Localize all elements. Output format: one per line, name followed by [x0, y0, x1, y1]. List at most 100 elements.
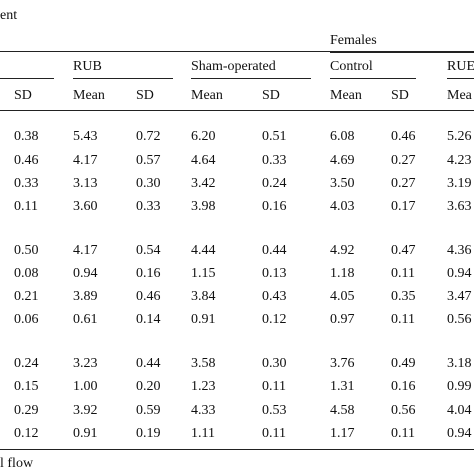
table-cell: 0.56 — [447, 312, 472, 327]
table-cell: 0.11 — [391, 266, 415, 281]
table-cell: 0.16 — [262, 199, 287, 214]
table-cell: 0.06 — [14, 312, 39, 327]
table-cell: 0.20 — [136, 379, 161, 394]
table-cell: 0.38 — [14, 129, 39, 144]
sham-underline — [191, 78, 311, 79]
table-cell: 0.17 — [391, 199, 416, 214]
table-cell: 4.03 — [330, 199, 355, 214]
column-header: SD — [136, 88, 154, 103]
sham-operated-header: Sham-operated — [191, 59, 276, 74]
table-cell: 1.17 — [330, 426, 355, 441]
table-cell: 3.84 — [191, 289, 216, 304]
table-cell: 0.30 — [136, 176, 161, 191]
table-cell: 0.43 — [262, 289, 287, 304]
table-cell: 3.63 — [447, 199, 472, 214]
table-cell: 0.56 — [391, 403, 416, 418]
table-cell: 3.92 — [73, 403, 98, 418]
table-cell: 0.21 — [14, 289, 39, 304]
table-cell: 0.46 — [391, 129, 416, 144]
table-cell: 0.29 — [14, 403, 39, 418]
table-cell: 0.16 — [391, 379, 416, 394]
table-cell: 0.24 — [262, 176, 287, 191]
table-cell: 0.12 — [262, 312, 287, 327]
table-cell: 0.57 — [136, 153, 161, 168]
column-header: Mean — [330, 88, 362, 103]
table-cell: 0.35 — [391, 289, 416, 304]
table-cell: 1.23 — [191, 379, 216, 394]
table-cell: 0.13 — [262, 266, 287, 281]
table-cell: 0.15 — [14, 379, 39, 394]
table-cell: 0.27 — [391, 153, 416, 168]
table-cell: 0.33 — [136, 199, 161, 214]
top-rule — [0, 51, 474, 52]
table-cell: 0.94 — [447, 426, 472, 441]
females-group-header: Females — [330, 33, 377, 48]
females-underline — [330, 52, 474, 53]
column-header: Mea — [447, 88, 472, 103]
table-cell: 0.50 — [14, 243, 39, 258]
table-cell: 3.23 — [73, 356, 98, 371]
table-cell: 0.14 — [136, 312, 161, 327]
table-cell: 4.64 — [191, 153, 216, 168]
control-underline — [330, 78, 416, 79]
table-cell: 0.59 — [136, 403, 161, 418]
column-header: SD — [14, 88, 32, 103]
table-cell: 1.18 — [330, 266, 355, 281]
table-cell: 0.44 — [136, 356, 161, 371]
table-cell: 0.46 — [14, 153, 39, 168]
table-cell: 3.13 — [73, 176, 98, 191]
table-cell: 3.76 — [330, 356, 355, 371]
table-cell: 0.91 — [73, 426, 98, 441]
column-header: Mean — [73, 88, 105, 103]
table-cell: 0.94 — [73, 266, 98, 281]
table-cell: 0.08 — [14, 266, 39, 281]
footnote-fragment: l flow — [0, 456, 34, 471]
table-cell: 4.36 — [447, 243, 472, 258]
table-cell: 0.33 — [262, 153, 287, 168]
table-cell: 0.11 — [262, 426, 286, 441]
table-cell: 1.31 — [330, 379, 355, 394]
table-cell: 4.17 — [73, 153, 98, 168]
rub-right-underline — [447, 78, 474, 79]
table-cell: 0.11 — [391, 312, 415, 327]
table-cell: 4.92 — [330, 243, 355, 258]
bottom-rule — [0, 449, 474, 450]
left-underline — [0, 78, 54, 79]
table-cell: 0.91 — [191, 312, 216, 327]
table-cell: 3.60 — [73, 199, 98, 214]
table-caption-fragment: ent — [0, 8, 18, 23]
rub-right-header: RUE — [447, 59, 474, 74]
column-header: SD — [262, 88, 280, 103]
control-header: Control — [330, 59, 373, 74]
table-cell: 4.69 — [330, 153, 355, 168]
table-cell: 5.43 — [73, 129, 98, 144]
table-cell: 0.11 — [391, 426, 415, 441]
table-cell: 6.20 — [191, 129, 216, 144]
table-cell: 3.50 — [330, 176, 355, 191]
table-cell: 0.53 — [262, 403, 287, 418]
table-cell: 0.33 — [14, 176, 39, 191]
table-cell: 4.05 — [330, 289, 355, 304]
table-cell: 0.27 — [391, 176, 416, 191]
column-header: SD — [391, 88, 409, 103]
table-cell: 0.24 — [14, 356, 39, 371]
table-cell: 1.00 — [73, 379, 98, 394]
table-cell: 1.11 — [191, 426, 215, 441]
table-cell: 0.12 — [14, 426, 39, 441]
table-cell: 0.54 — [136, 243, 161, 258]
table-cell: 3.98 — [191, 199, 216, 214]
table-cell: 0.47 — [391, 243, 416, 258]
table-cell: 5.26 — [447, 129, 472, 144]
table-cell: 0.99 — [447, 379, 472, 394]
column-header: Mean — [191, 88, 223, 103]
table-cell: 3.47 — [447, 289, 472, 304]
table-cell: 0.30 — [262, 356, 287, 371]
table-cell: 4.33 — [191, 403, 216, 418]
table-cell: 3.58 — [191, 356, 216, 371]
table-cell: 3.89 — [73, 289, 98, 304]
rub-underline — [73, 78, 173, 79]
rub-header: RUB — [73, 59, 102, 74]
table-cell: 4.58 — [330, 403, 355, 418]
table-cell: 4.23 — [447, 153, 472, 168]
table-cell: 0.19 — [136, 426, 161, 441]
